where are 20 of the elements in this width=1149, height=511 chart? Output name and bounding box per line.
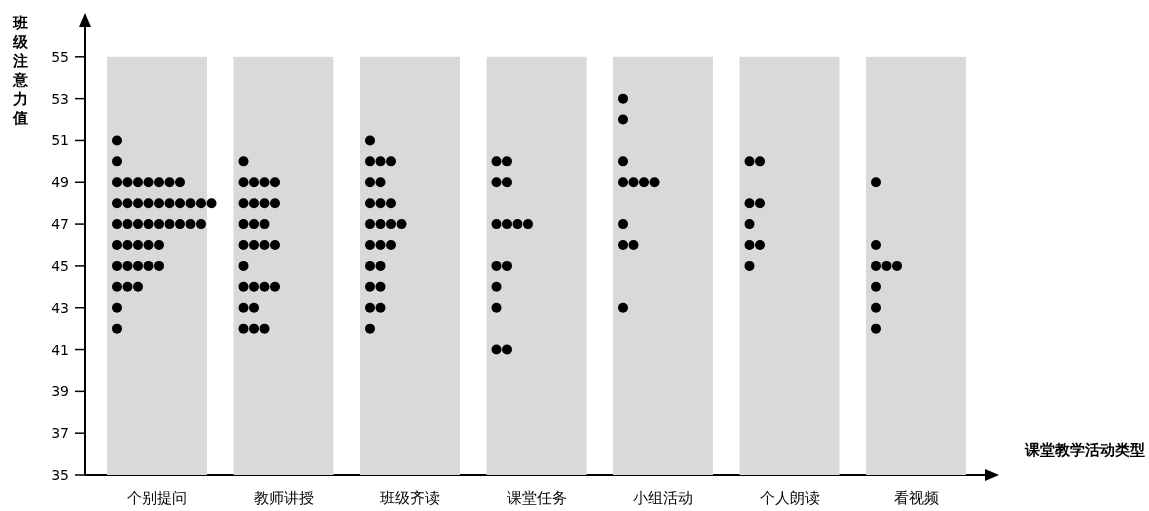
y-tick-label: 47 (51, 216, 69, 233)
x-tick-label: 课堂任务 (506, 489, 567, 507)
y-tick-label: 45 (51, 257, 69, 274)
y-tick-label: 37 (51, 425, 69, 442)
y-tick-label: 41 (51, 341, 69, 358)
y-axis-title: 班级注意力值 (11, 14, 29, 127)
y-tick-label: 39 (51, 383, 69, 400)
x-tick-label: 看视频 (893, 489, 939, 507)
x-tick-label: 教师讲授 (253, 489, 314, 507)
y-tick-label: 49 (51, 174, 69, 191)
y-tick-label: 51 (51, 132, 69, 149)
y-tick-label: 35 (51, 467, 69, 483)
x-tick-label: 个人朗读 (759, 489, 820, 507)
x-axis-title: 课堂教学活动类型 (1024, 441, 1145, 459)
y-tick-label: 55 (51, 48, 69, 65)
x-tick-label: 小组活动 (633, 489, 693, 507)
y-tick-label: 53 (51, 90, 69, 107)
y-tick-label: 43 (51, 299, 69, 316)
x-tick-label: 班级齐读 (380, 489, 440, 507)
x-tick-label: 个别提问 (127, 489, 187, 507)
